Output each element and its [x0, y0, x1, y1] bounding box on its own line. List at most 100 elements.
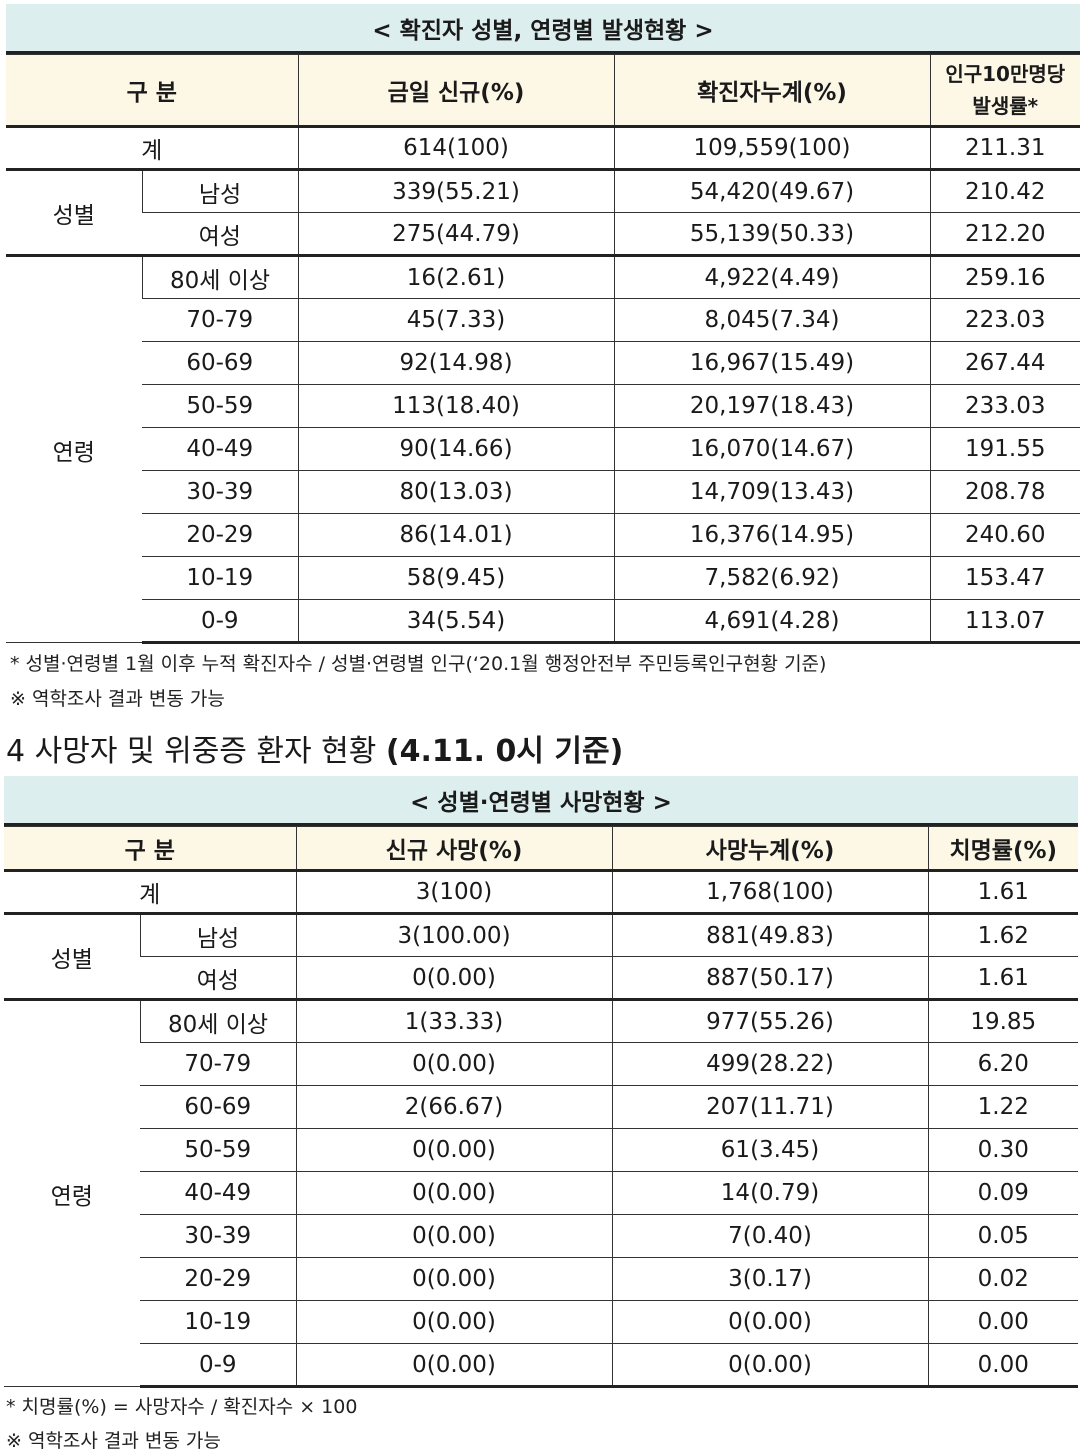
cell-rate: 0.00	[927, 1343, 1079, 1388]
cell-cumulative: 16,967(15.49)	[613, 341, 931, 385]
row-label: 여성	[142, 212, 299, 256]
cell-cumulative: 207(11.71)	[611, 1085, 929, 1129]
row-label: 10-19	[142, 556, 299, 600]
cell-new: 113(18.40)	[297, 384, 615, 428]
table-row: 0-9 0(0.00) 0(0.00) 0.00	[4, 1343, 1079, 1388]
row-label: 남성	[139, 912, 297, 957]
table2-footnote: * 치명률(%) = 사망자수 / 확진자수 × 100	[6, 1396, 358, 1418]
row-label: 30-39	[142, 470, 299, 514]
cell-cumulative: 0(0.00)	[611, 1300, 929, 1344]
cell-cumulative: 1,768(100)	[611, 870, 929, 914]
cell-new: 3(100.00)	[295, 912, 613, 957]
cell-cumulative: 14,709(13.43)	[613, 470, 931, 514]
table-row: 30-39 80(13.03) 14,709(13.43) 208.78	[6, 470, 1080, 514]
cell-rate: 153.47	[929, 556, 1080, 600]
cell-new: 2(66.67)	[295, 1085, 613, 1129]
cell-cumulative: 7,582(6.92)	[613, 556, 931, 600]
cell-rate: 1.62	[927, 912, 1079, 957]
row-label: 50-59	[140, 1128, 297, 1172]
table-row: 성별 남성 3(100.00) 881(49.83) 1.62	[4, 912, 1079, 1000]
group-label-age: 연령	[4, 998, 140, 1387]
table-row: 30-39 0(0.00) 7(0.40) 0.05	[4, 1214, 1079, 1258]
cell-new: 80(13.03)	[297, 470, 615, 514]
row-label: 남성	[141, 168, 299, 213]
deaths-table: 구 분 신규 사망(%) 사망누계(%) 치명률(%) 계 3(100) 1,7…	[4, 826, 1079, 1388]
table1-footnote: * 성별·연령별 1월 이후 누적 확진자수 / 성별·연령별 인구(‘20.1…	[10, 653, 827, 675]
row-label: 20-29	[142, 513, 299, 557]
table-row: 20-29 86(14.01) 16,376(14.95) 240.60	[6, 513, 1080, 557]
table-row: 0-9 34(5.54) 4,691(4.28) 113.07	[6, 599, 1080, 644]
row-label: 계	[6, 126, 299, 170]
cell-new: 0(0.00)	[295, 1214, 613, 1258]
cell-rate: 211.31	[929, 126, 1080, 170]
table-row: 50-59 113(18.40) 20,197(18.43) 233.03	[6, 384, 1080, 428]
row-label: 10-19	[140, 1300, 297, 1344]
row-label: 0-9	[142, 599, 299, 644]
cell-cumulative: 4,922(4.49)	[613, 254, 931, 299]
cell-cumulative: 4,691(4.28)	[613, 599, 931, 644]
row-label: 계	[4, 870, 297, 914]
cell-cumulative: 499(28.22)	[611, 1042, 929, 1086]
row-label: 40-49	[140, 1171, 297, 1215]
table-row: 20-29 0(0.00) 3(0.17) 0.02	[4, 1257, 1079, 1301]
row-label: 70-79	[142, 298, 299, 342]
table-row: 70-79 45(7.33) 8,045(7.34) 223.03	[6, 298, 1080, 342]
row-label: 50-59	[142, 384, 299, 428]
cell-new: 45(7.33)	[297, 298, 615, 342]
cell-rate: 6.20	[927, 1042, 1079, 1086]
cell-cumulative: 7(0.40)	[611, 1214, 929, 1258]
cell-cumulative: 8,045(7.34)	[613, 298, 931, 342]
cell-new: 0(0.00)	[295, 1128, 613, 1172]
row-label: 30-39	[140, 1214, 297, 1258]
cell-new: 614(100)	[297, 126, 615, 170]
cell-rate: 191.55	[929, 427, 1080, 471]
cell-new: 0(0.00)	[295, 1300, 613, 1344]
cell-cumulative: 20,197(18.43)	[613, 384, 931, 428]
table-caption: < 성별·연령별 사망현황 >	[4, 776, 1078, 826]
group-label-age: 연령	[6, 254, 142, 643]
cell-rate: 0.30	[927, 1128, 1079, 1172]
table2-disclaimer: ※ 역학조사 결과 변동 가능	[6, 1430, 221, 1452]
cell-new: 1(33.33)	[295, 998, 613, 1043]
section-title-date: (4.11. 0시 기준)	[385, 734, 624, 769]
cell-new: 0(0.00)	[295, 1257, 613, 1301]
cell-cumulative: 881(49.83)	[611, 912, 929, 957]
row-label: 80세 이상	[139, 998, 297, 1043]
cell-cumulative: 61(3.45)	[611, 1128, 929, 1172]
cell-new: 92(14.98)	[297, 341, 615, 385]
row-label: 0-9	[140, 1343, 297, 1388]
table-row: 70-79 0(0.00) 499(28.22) 6.20	[4, 1042, 1079, 1086]
section-title: 4 사망자 및 위중증 환자 현황 (4.11. 0시 기준)	[6, 726, 623, 770]
row-label: 60-69	[142, 341, 299, 385]
cell-rate: 210.42	[929, 168, 1080, 213]
cell-rate: 240.60	[929, 513, 1080, 557]
cell-new: 90(14.66)	[297, 427, 615, 471]
table1-disclaimer: ※ 역학조사 결과 변동 가능	[10, 688, 225, 710]
cell-cumulative: 14(0.79)	[611, 1171, 929, 1215]
table-row: 50-59 0(0.00) 61(3.45) 0.30	[4, 1128, 1079, 1172]
row-label: 20-29	[140, 1257, 297, 1301]
cell-new: 339(55.21)	[297, 168, 615, 213]
table-row: 여성 275(44.79) 55,139(50.33) 212.20	[6, 212, 1080, 256]
table-row: 성별 남성 339(55.21) 54,420(49.67) 210.42	[6, 168, 1080, 256]
cell-rate: 267.44	[929, 341, 1080, 385]
header-new-deaths: 신규 사망(%)	[295, 826, 613, 872]
table-row: 연령 80세 이상 1(33.33) 977(55.26) 19.85	[4, 998, 1079, 1387]
table-header-row: 구 분 금일 신규(%) 확진자누계(%) 인구10만명당 발생률*	[6, 54, 1080, 128]
cell-new: 275(44.79)	[297, 212, 615, 256]
row-label: 여성	[140, 956, 297, 1000]
table-row: 여성 0(0.00) 887(50.17) 1.61	[4, 956, 1079, 1000]
cell-new: 16(2.61)	[297, 254, 615, 299]
table-row: 10-19 58(9.45) 7,582(6.92) 153.47	[6, 556, 1080, 600]
cell-rate: 0.02	[927, 1257, 1079, 1301]
header-new: 금일 신규(%)	[297, 54, 615, 128]
row-label: 60-69	[140, 1085, 297, 1129]
cell-rate: 0.00	[927, 1300, 1079, 1344]
cell-rate: 0.09	[927, 1171, 1079, 1215]
header-rate-line1: 인구10만명당	[945, 62, 1066, 86]
group-label-sex: 성별	[4, 912, 140, 1000]
cell-rate: 0.05	[927, 1214, 1079, 1258]
cell-rate: 233.03	[929, 384, 1080, 428]
cell-rate: 223.03	[929, 298, 1080, 342]
table-header-row: 구 분 신규 사망(%) 사망누계(%) 치명률(%)	[4, 826, 1079, 872]
